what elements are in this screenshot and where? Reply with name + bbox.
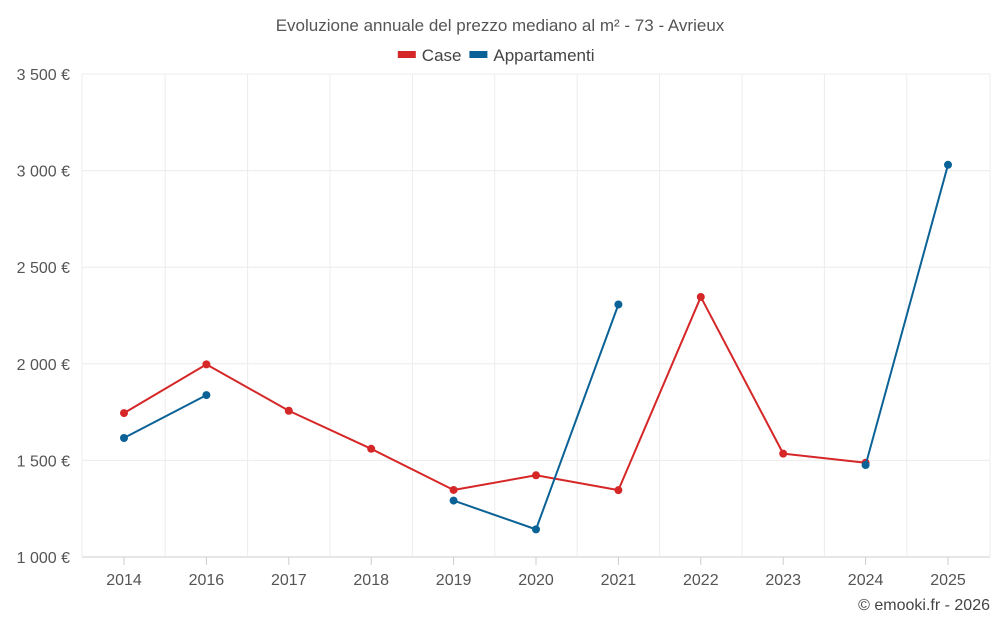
legend-item-case[interactable]: Case: [397, 46, 462, 65]
series-line-segment: [535, 303, 620, 531]
y-tick-label: 3 000 €: [17, 164, 70, 181]
data-point[interactable]: [944, 160, 952, 169]
data-point[interactable]: [120, 433, 128, 442]
data-point[interactable]: [614, 486, 623, 495]
data-point[interactable]: [120, 409, 128, 418]
series-line-segment: [782, 452, 867, 464]
y-tick-label: 3 500 €: [17, 67, 70, 84]
data-point[interactable]: [202, 360, 211, 369]
data-point[interactable]: [532, 525, 540, 534]
data-point[interactable]: [861, 461, 870, 470]
legend-swatch: [469, 51, 488, 58]
data-point[interactable]: [614, 300, 623, 309]
legend-swatch: [397, 51, 416, 58]
x-tick-label: 2024: [848, 572, 884, 589]
series-line-segment: [864, 163, 949, 467]
x-tick-label: 2019: [436, 572, 472, 589]
x-tick-label: 2017: [271, 572, 307, 589]
series-line-segment: [617, 295, 702, 492]
x-tick-label: 2021: [601, 572, 637, 589]
x-tick-label: 2018: [353, 572, 389, 589]
y-tick-label: 1 500 €: [17, 453, 70, 470]
x-tick-label: 2014: [106, 572, 142, 589]
series-line-segment: [535, 474, 620, 492]
series-line-segment: [370, 447, 455, 491]
y-tick-label: 2 500 €: [17, 260, 70, 277]
x-tick-label: 2023: [765, 572, 801, 589]
series-line-segment: [452, 474, 537, 491]
credit-text: © emooki.fr - 2026: [858, 597, 990, 614]
x-tick-label: 2022: [683, 572, 719, 589]
data-point[interactable]: [367, 444, 376, 453]
legend: Case Appartamenti: [397, 46, 595, 65]
series-line-segment: [287, 409, 373, 450]
data-point[interactable]: [202, 391, 211, 400]
x-tick-label: 2020: [518, 572, 554, 589]
legend-label: Appartamenti: [493, 46, 594, 65]
series-case: [120, 292, 870, 495]
series-line-segment: [452, 499, 537, 531]
data-point[interactable]: [449, 485, 458, 494]
data-point[interactable]: [532, 471, 540, 480]
x-tick-label: 2025: [930, 572, 966, 589]
x-tick-label: 2016: [189, 572, 225, 589]
series-layer: [120, 160, 952, 534]
series-line-segment: [123, 363, 208, 415]
data-point[interactable]: [449, 496, 458, 505]
x-axis: 2014 2016 2017 2018 2019 2020 2021 2022 2023 2024…: [106, 557, 966, 589]
legend-item-appartamenti[interactable]: Appartamenti: [469, 46, 595, 65]
series-appartamenti: [120, 160, 952, 534]
data-point[interactable]: [779, 449, 788, 458]
data-point[interactable]: [696, 292, 705, 301]
series-line-segment: [123, 394, 208, 439]
data-point[interactable]: [284, 406, 293, 415]
series-line-segment: [699, 295, 785, 455]
series-line-segment: [205, 363, 290, 412]
y-tick-label: 1 000 €: [17, 550, 70, 567]
chart-title: Evoluzione annuale del prezzo mediano al…: [276, 16, 725, 35]
grid: [81, 73, 991, 558]
y-axis: 1 000 € 1 500 € 2 000 € 2 500 € 3 000 € 3 500…: [17, 67, 70, 567]
legend-label: Case: [422, 46, 462, 65]
y-tick-label: 2 000 €: [17, 357, 70, 374]
